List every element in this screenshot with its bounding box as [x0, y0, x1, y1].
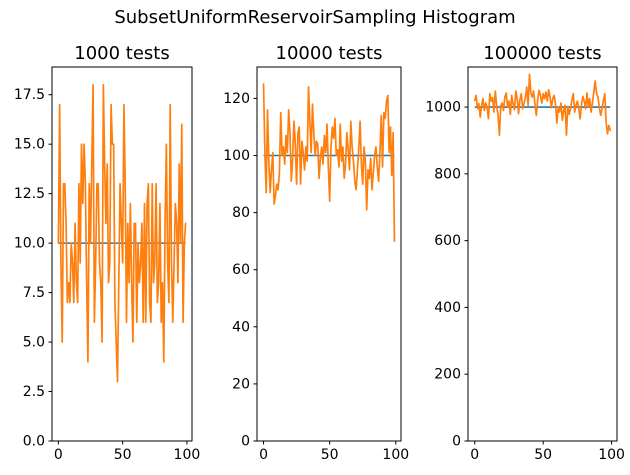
y-tick-label: 0.0	[23, 434, 45, 450]
figure-title: SubsetUniformReservoirSampling Histogram	[114, 7, 516, 28]
y-tick-label: 17.5	[14, 87, 45, 103]
y-tick-label: 600	[434, 233, 461, 249]
subplot-1000-tests: 0.0 2.5 5.0 7.5 10.0 12.5 15.0 17.5 0 50 100	[14, 66, 201, 463]
x-tick-label: 100	[598, 447, 625, 463]
y-tick-label: 120	[223, 91, 250, 107]
axes-spines	[51, 66, 193, 442]
x-tick-label: 0	[54, 447, 63, 463]
x-tick-label: 0	[470, 447, 479, 463]
series-line	[262, 83, 396, 242]
y-tick-label: 7.5	[23, 285, 45, 301]
y-tick-label: 20	[232, 376, 250, 392]
y-tick-label: 0	[241, 434, 250, 450]
y-tick-label: 12.5	[14, 186, 45, 202]
x-tick-label: 0	[259, 447, 268, 463]
y-tick-label: 1000	[425, 100, 461, 116]
series-line	[473, 73, 612, 136]
y-tick-label: 40	[232, 319, 250, 335]
subplot-100000-tests: 0 200 400 600 800 1000 0 50 100	[425, 66, 625, 463]
y-tick-label: 400	[434, 300, 461, 316]
y-tick-label: 800	[434, 166, 461, 182]
x-tick-label: 100	[382, 447, 409, 463]
y-tick-label: 200	[434, 367, 461, 383]
y-tick-label: 80	[232, 205, 250, 221]
x-tick-label: 100	[174, 447, 201, 463]
y-tick-label: 10.0	[14, 236, 45, 252]
subplot-title-10000-tests: 10000 tests	[275, 43, 383, 64]
x-tick-label: 50	[114, 447, 132, 463]
x-tick-label: 50	[534, 447, 552, 463]
subplot-10000-tests: 0 20 40 60 80 100 120 0 50 100	[223, 66, 409, 463]
x-tick-label: 50	[321, 447, 339, 463]
subplot-title-1000-tests: 1000 tests	[74, 43, 170, 64]
subplot-title-100000-tests: 100000 tests	[483, 43, 602, 64]
y-tick-label: 100	[223, 148, 250, 164]
series-line	[57, 83, 187, 383]
axes-spines	[467, 66, 618, 442]
y-tick-label: 5.0	[23, 335, 45, 351]
y-tick-label: 0	[452, 434, 461, 450]
y-tick-label: 2.5	[23, 384, 45, 400]
axes-spines	[256, 66, 402, 442]
y-tick-label: 60	[232, 262, 250, 278]
y-tick-label: 15.0	[14, 137, 45, 153]
